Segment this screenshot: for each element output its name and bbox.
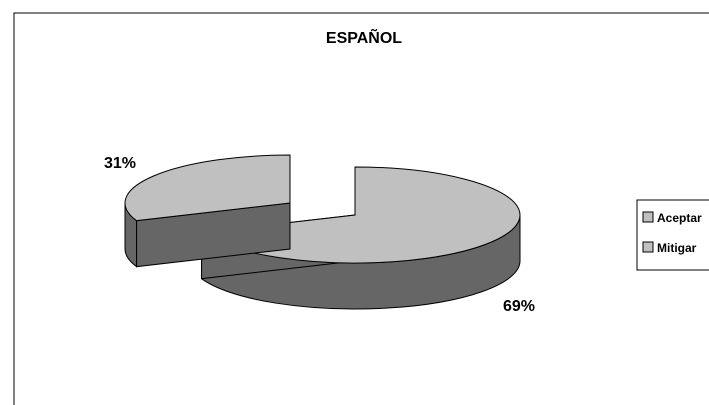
pie-slices (124, 154, 521, 310)
legend-label-mitigar: Mitigar (657, 241, 697, 255)
legend-label-aceptar: Aceptar (657, 211, 702, 225)
data-label-mitigar: 31% (104, 155, 136, 172)
legend-swatch-aceptar (642, 211, 654, 223)
chart-title: ESPAÑOL (326, 27, 402, 47)
slice-mitigar (124, 154, 291, 268)
chart-border (13, 12, 709, 405)
legend: Aceptar Mitigar (636, 199, 709, 271)
slice-mitigar-top (124, 154, 291, 222)
legend-swatch-mitigar (642, 241, 654, 253)
data-label-aceptar: 69% (503, 298, 535, 315)
